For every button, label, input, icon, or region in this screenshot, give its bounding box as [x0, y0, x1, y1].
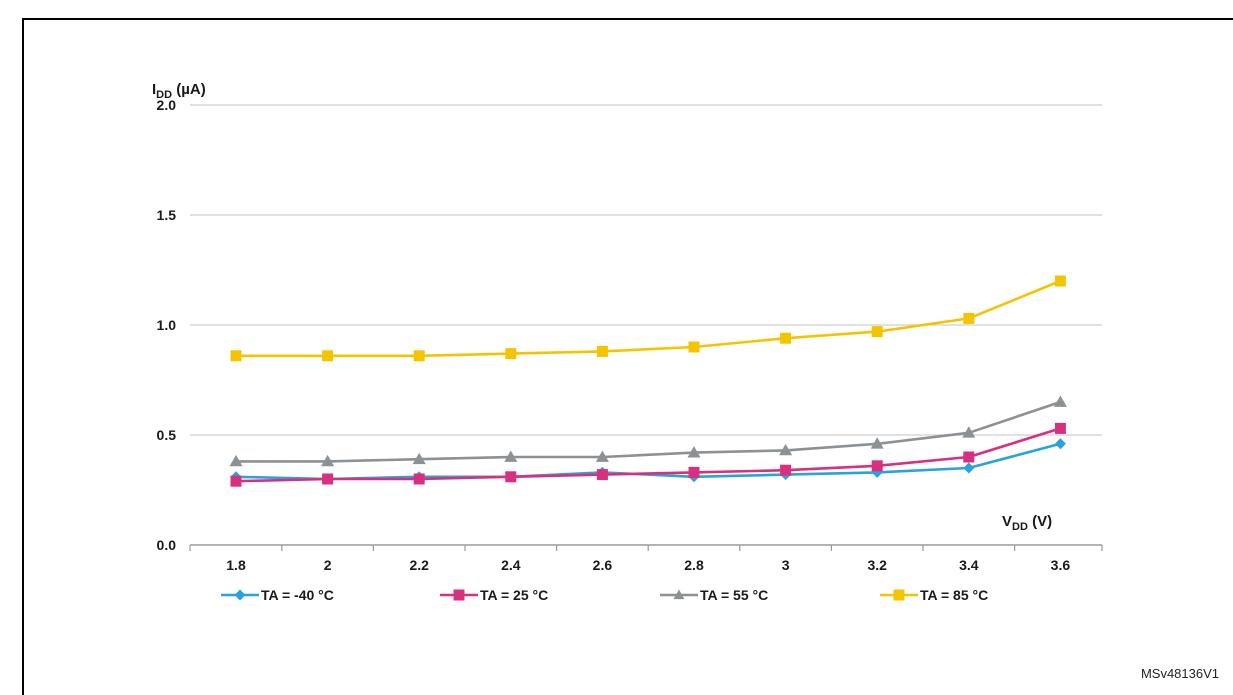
- series-line: [236, 400, 1061, 463]
- x-tick-marks: [189, 545, 1103, 551]
- data-point: [780, 332, 792, 344]
- data-point: [687, 446, 701, 458]
- x-tick-label: 2.2: [409, 557, 429, 573]
- legend-marker: [673, 589, 685, 600]
- legend-item-1: TA = -40 °C: [221, 587, 334, 603]
- x-tick-label: 2.8: [684, 557, 704, 573]
- data-point: [963, 451, 975, 463]
- figure-frame: [22, 18, 1233, 695]
- data-point: [871, 460, 883, 472]
- x-tick-label: 3.6: [1051, 557, 1071, 573]
- x-tick-label: 3.2: [867, 557, 887, 573]
- x-tick-label: 2.6: [593, 557, 613, 573]
- legend-label: TA = -40 °C: [261, 587, 334, 603]
- data-point: [1054, 438, 1066, 450]
- data-point: [321, 454, 335, 467]
- data-point: [412, 452, 426, 465]
- x-tick-label: 3.4: [959, 557, 979, 573]
- data-point: [596, 469, 608, 481]
- data-point: [688, 466, 700, 478]
- data-point: [505, 348, 517, 360]
- figure-id: MSv48136V1: [1140, 666, 1219, 681]
- y-tick-label: 2.0: [157, 97, 177, 113]
- legend-label: TA = 55 °C: [700, 587, 768, 603]
- data-point: [413, 473, 425, 485]
- legend-item-2: TA = 25 °C: [440, 587, 548, 603]
- legend-marker: [234, 589, 246, 601]
- x-tick-label: 3: [782, 557, 790, 573]
- data-point: [870, 437, 884, 449]
- y-axis-title: IDD (µA): [152, 81, 206, 101]
- data-point: [230, 475, 242, 487]
- data-point: [596, 345, 608, 357]
- series-2: [230, 422, 1066, 487]
- legend-label: TA = 25 °C: [480, 587, 548, 603]
- data-point: [322, 350, 334, 362]
- y-tick-label: 1.0: [157, 317, 177, 333]
- data-point: [1053, 395, 1067, 407]
- cropped-caption: [0, 0, 1233, 14]
- data-point: [779, 443, 793, 456]
- series-3: [229, 395, 1067, 467]
- series-line: [236, 279, 1061, 358]
- data-point: [963, 312, 975, 324]
- data-point: [963, 462, 975, 474]
- legend: TA = -40 °C TA = 25 °C TA = 55 °C TA = 85 °…: [221, 587, 988, 603]
- y-tick-label: 0.5: [157, 427, 177, 443]
- x-tick-label: 2: [324, 557, 332, 573]
- legend-marker: [893, 589, 905, 601]
- data-point: [230, 350, 242, 362]
- data-point: [595, 450, 609, 462]
- series-4: [230, 275, 1066, 362]
- legend-item-4: TA = 85 °C: [880, 587, 988, 603]
- data-point: [413, 350, 425, 362]
- y-tick-labels: 0.0 0.5 1.0 1.5 2.0: [157, 97, 177, 553]
- data-point: [1054, 422, 1066, 434]
- x-axis-title: VDD (V): [1002, 513, 1052, 533]
- series-line: [235, 427, 1061, 483]
- data-point: [962, 426, 976, 438]
- data-point: [229, 454, 243, 467]
- x-tick-labels: 1.8 2 2.2 2.4 2.6 2.8 3 3.2 3.4 3.6: [226, 557, 1070, 573]
- x-tick-label: 2.4: [501, 557, 521, 573]
- y-tick-label: 1.5: [157, 207, 177, 223]
- data-point: [322, 473, 334, 485]
- x-tick-label: 1.8: [226, 557, 246, 573]
- legend-label: TA = 85 °C: [920, 587, 988, 603]
- data-point: [871, 326, 883, 338]
- data-point: [504, 450, 518, 462]
- series-group: [229, 275, 1067, 487]
- legend-marker: [453, 589, 465, 601]
- data-point: [688, 341, 700, 353]
- y-tick-label: 0.0: [157, 537, 177, 553]
- legend-item-3: TA = 55 °C: [660, 587, 768, 603]
- data-point: [780, 464, 792, 476]
- data-point: [505, 471, 517, 483]
- data-point: [1054, 275, 1066, 287]
